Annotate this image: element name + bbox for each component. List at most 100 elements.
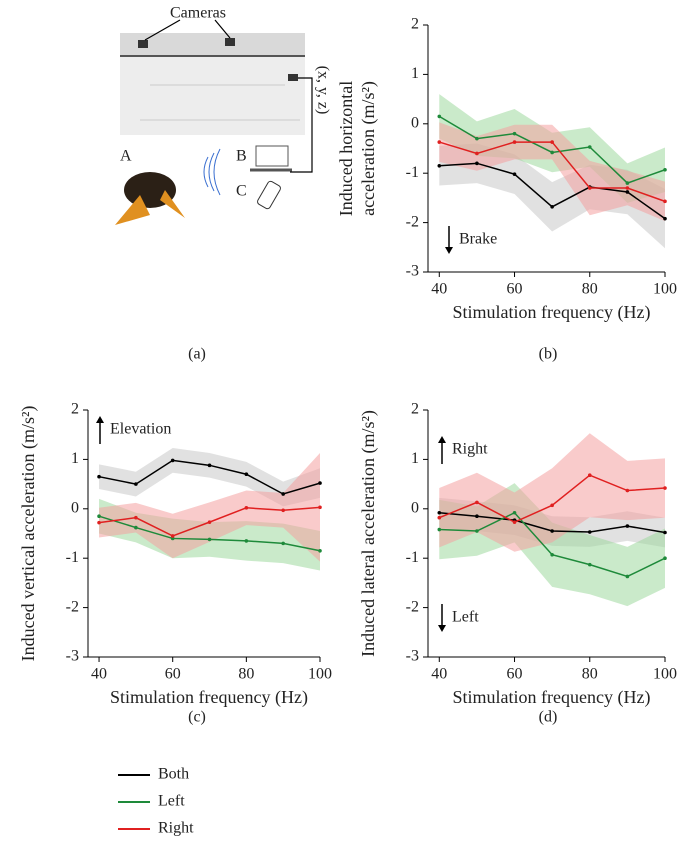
point bbox=[625, 190, 630, 194]
legend-label: Both bbox=[158, 766, 189, 783]
y-axis-title: Induced horizontal bbox=[336, 81, 356, 216]
x-tick-label: 40 bbox=[431, 666, 447, 683]
point bbox=[550, 204, 554, 209]
point bbox=[475, 161, 479, 166]
legend-label: Left bbox=[158, 793, 185, 810]
caption: (d) bbox=[539, 709, 558, 726]
arrow-head bbox=[445, 247, 453, 254]
point bbox=[207, 463, 212, 468]
point bbox=[134, 515, 138, 520]
x-tick-label: 40 bbox=[91, 666, 107, 683]
point bbox=[170, 458, 175, 463]
point bbox=[663, 486, 667, 490]
point bbox=[663, 167, 667, 172]
label: (x, y, z) bbox=[314, 66, 331, 115]
error-band bbox=[99, 448, 320, 507]
x-tick-label: 100 bbox=[308, 666, 332, 683]
y-tick-label: -2 bbox=[406, 213, 419, 230]
y-tick-label: -3 bbox=[406, 648, 419, 665]
y-axis-title: Induced lateral acceleration (m/s²) bbox=[358, 410, 379, 657]
camera-icon bbox=[138, 40, 148, 48]
point bbox=[437, 140, 442, 144]
error-band bbox=[99, 452, 320, 562]
panel-a: Cameras (x, y, z) A B C (a) bbox=[115, 5, 331, 363]
point bbox=[475, 514, 479, 519]
arrow-head bbox=[96, 416, 104, 423]
point bbox=[437, 114, 442, 119]
point bbox=[475, 500, 479, 505]
point bbox=[550, 150, 554, 155]
point bbox=[475, 151, 479, 156]
y-tick-label: -1 bbox=[406, 164, 419, 181]
arrow-head bbox=[438, 436, 446, 443]
y-tick-label: -1 bbox=[406, 549, 419, 566]
point bbox=[318, 548, 322, 553]
caption: (b) bbox=[539, 346, 558, 363]
x-tick-label: 100 bbox=[653, 666, 677, 683]
point bbox=[244, 539, 249, 543]
x-tick-label: 60 bbox=[507, 281, 523, 298]
y-tick-label: -3 bbox=[66, 648, 79, 665]
room bbox=[140, 84, 300, 121]
point bbox=[512, 172, 517, 176]
point bbox=[207, 537, 212, 542]
point bbox=[134, 525, 138, 530]
annotation: Left bbox=[452, 609, 479, 626]
point bbox=[475, 136, 479, 141]
point bbox=[587, 145, 592, 149]
point bbox=[281, 541, 285, 546]
y-tick-label: 1 bbox=[411, 450, 419, 467]
legend-label: Right bbox=[158, 820, 194, 837]
point bbox=[170, 534, 175, 538]
point bbox=[170, 536, 175, 541]
annotation: Elevation bbox=[110, 421, 171, 438]
x-tick-label: 80 bbox=[582, 281, 598, 298]
point bbox=[281, 492, 285, 496]
y-axis-title: acceleration (m/s²) bbox=[358, 81, 379, 216]
ceiling bbox=[120, 33, 305, 55]
y-tick-label: 1 bbox=[71, 450, 79, 467]
point bbox=[97, 520, 101, 525]
point bbox=[512, 131, 517, 136]
point bbox=[587, 186, 592, 190]
label: C bbox=[236, 183, 247, 200]
point bbox=[207, 520, 212, 524]
point bbox=[587, 562, 592, 567]
point bbox=[663, 216, 667, 221]
point bbox=[244, 506, 249, 510]
y-axis-title: Induced vertical acceleration (m/s²) bbox=[18, 406, 39, 662]
point bbox=[281, 508, 285, 513]
point bbox=[318, 481, 322, 485]
x-tick-label: 100 bbox=[653, 281, 677, 298]
connector bbox=[290, 77, 313, 173]
wing bbox=[115, 190, 185, 225]
x-tick-label: 40 bbox=[431, 281, 447, 298]
point bbox=[625, 181, 630, 185]
point bbox=[97, 514, 101, 519]
y-tick-label: 2 bbox=[71, 401, 79, 418]
point bbox=[550, 529, 554, 533]
y-tick-label: 0 bbox=[71, 499, 79, 516]
point bbox=[437, 527, 442, 532]
camera-icon bbox=[288, 74, 298, 81]
point bbox=[625, 186, 630, 190]
x-axis-title: Stimulation frequency (Hz) bbox=[453, 302, 651, 323]
x-tick-label: 80 bbox=[238, 666, 254, 683]
point bbox=[437, 510, 442, 515]
point bbox=[550, 140, 554, 144]
signal bbox=[203, 148, 221, 196]
pointer bbox=[144, 19, 231, 41]
point bbox=[587, 473, 592, 478]
x-axis-title: Stimulation frequency (Hz) bbox=[110, 687, 308, 708]
point bbox=[97, 474, 101, 479]
y-tick-label: -2 bbox=[66, 598, 79, 615]
y-tick-label: 2 bbox=[411, 401, 419, 418]
point bbox=[663, 199, 667, 204]
label: Cameras bbox=[170, 5, 226, 22]
y-tick-label: -2 bbox=[406, 598, 419, 615]
point bbox=[550, 552, 554, 557]
legend: Both Left Right bbox=[118, 766, 194, 837]
